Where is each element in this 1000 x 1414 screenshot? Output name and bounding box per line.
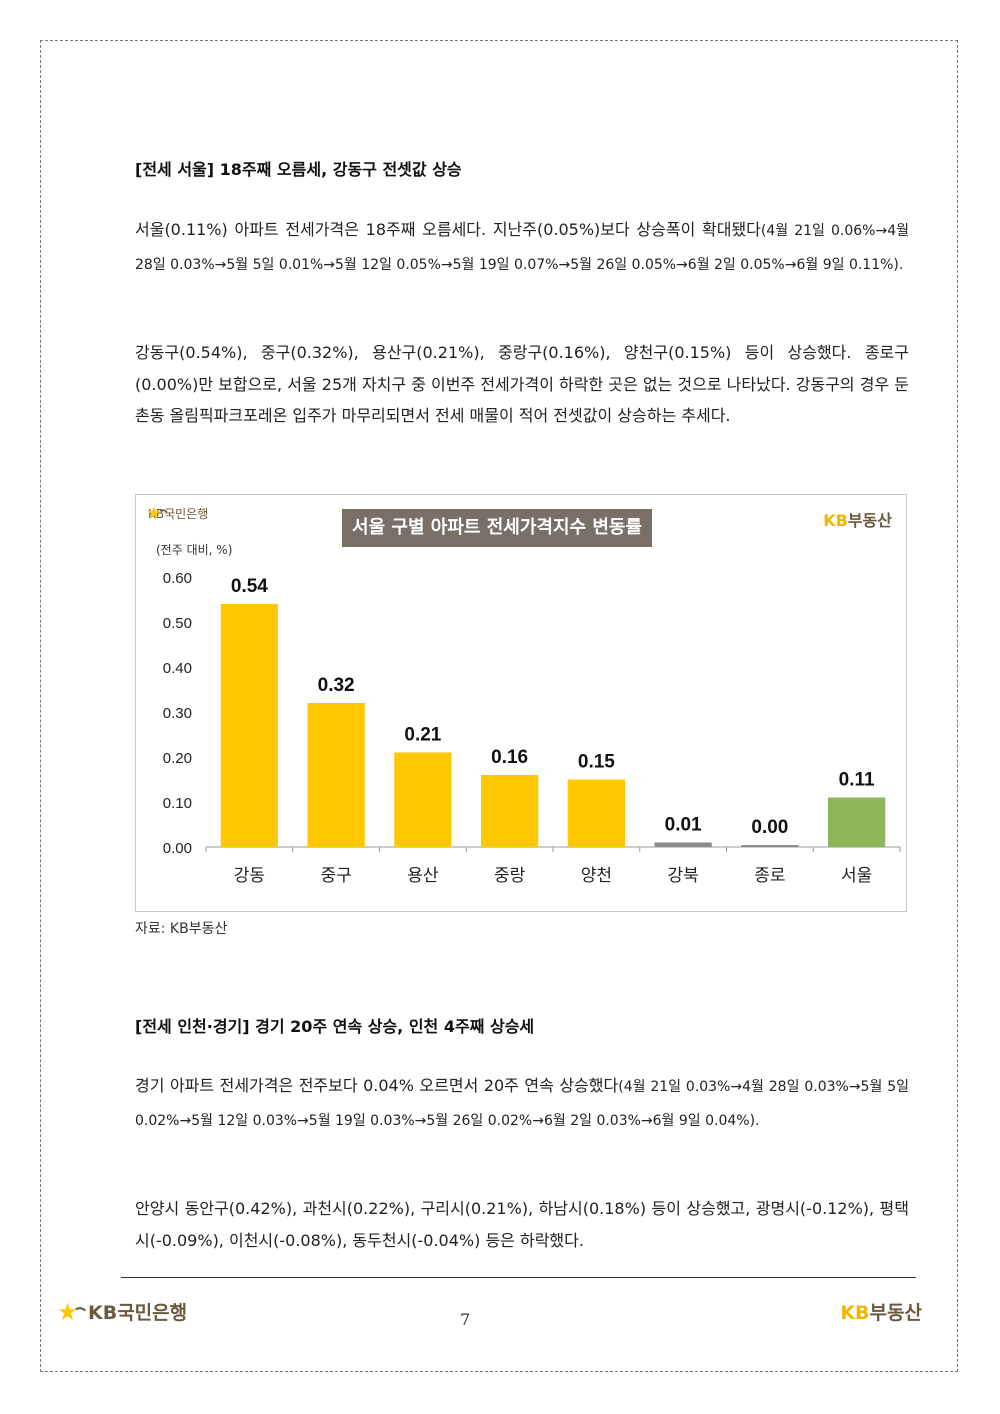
kb-realty-logo-kb: KB (823, 511, 848, 530)
x-tick-label: 중랑 (494, 866, 526, 886)
bar (654, 842, 712, 847)
footer-kb-realty-logo: KB부동산 (840, 1298, 922, 1325)
paragraph-main-text: 경기 아파트 전세가격은 전주보다 0.04% 오르면서 20주 연속 상승했다 (135, 1076, 619, 1095)
bar (827, 797, 886, 847)
kb-bank-logo: KB국민은행 (148, 505, 208, 522)
x-tick-label: 양천 (581, 866, 612, 886)
x-tick-label: 강북 (667, 866, 698, 886)
chart-title: 서울 구별 아파트 전세가격지수 변동률 (342, 509, 653, 547)
paragraph-seoul-districts: 강동구(0.54%), 중구(0.32%), 용산구(0.21%), 중랑구(0… (135, 343, 909, 425)
bar-value-label: 0.16 (491, 747, 528, 768)
y-tick-label: 0.40 (163, 660, 192, 677)
y-tick-label: 0.00 (163, 840, 192, 857)
bar-value-label: 0.01 (665, 815, 702, 836)
y-tick-label: 0.50 (163, 615, 192, 632)
section-heading-seoul: [전세 서울] 18주째 오름세, 강동구 전셋값 상승 (135, 160, 462, 179)
x-tick-label: 용산 (407, 866, 439, 886)
kb-realty-logo-kb: KB (840, 1302, 870, 1324)
bar-chart-svg: 0.00 0.10 0.20 0.30 0.40 0.50 0.60 0.54 강동 0.32 중구… (163, 570, 901, 886)
bar (307, 703, 365, 847)
bar (567, 779, 626, 847)
y-tick-label: 0.30 (163, 705, 192, 722)
x-tick-label: 중구 (320, 866, 351, 886)
kb-realty-logo-text: 부동산 (869, 1302, 922, 1324)
x-tick-label: 종로 (754, 866, 785, 886)
footer-kb-bank-logo-text: KB국민은행 (88, 1302, 188, 1324)
bar (741, 845, 799, 847)
bar (394, 752, 452, 847)
y-tick-label: 0.60 (163, 570, 192, 587)
kb-realty-logo-text: 부동산 (847, 511, 892, 530)
kb-realty-logo: KB부동산 (823, 507, 892, 531)
page-number: 7 (460, 1310, 471, 1329)
x-tick-label: 강동 (234, 866, 265, 886)
bar (220, 604, 279, 847)
page-frame (40, 40, 958, 1372)
chart-source: 자료: KB부동산 (135, 921, 228, 937)
paragraph-seoul-summary: 서울(0.11%) 아파트 전세가격은 18주째 오름세다. 지난주(0.05%… (135, 214, 909, 281)
y-tick-label: 0.10 (163, 795, 192, 812)
paragraph-gyeonggi-summary: 경기 아파트 전세가격은 전주보다 0.04% 오르면서 20주 연속 상승했다… (135, 1070, 909, 1137)
paragraph-detail-text: (4월 21일 0.06%→4월 28일 0.03%→5월 5일 0.01%→5… (135, 223, 909, 273)
y-axis-unit-label: (전주 대비, %) (156, 543, 233, 557)
bar-value-label: 0.32 (318, 675, 355, 696)
paragraph-gyeonggi-cities: 안양시 동안구(0.42%), 과천시(0.22%), 구리시(0.21%), … (135, 1199, 909, 1250)
paragraph-detail-text: (4월 21일 0.03%→4월 28일 0.03%→5월 5일 0.02%→5… (135, 1079, 909, 1129)
bar-value-label: 0.15 (578, 752, 615, 773)
section-heading-incheon-gyeonggi: [전세 인천·경기] 경기 20주 연속 상승, 인천 4주째 상승세 (135, 1017, 535, 1036)
footer-divider (121, 1277, 916, 1278)
bar-value-label: 0.11 (839, 770, 875, 791)
bar-value-label: 0.54 (231, 576, 268, 597)
kb-star-icon (58, 1301, 87, 1320)
kb-star-icon (148, 506, 168, 519)
paragraph-main-text: 서울(0.11%) 아파트 전세가격은 18주째 오름세다. 지난주(0.05%… (135, 220, 761, 239)
chart-container: KB국민은행 서울 구별 아파트 전세가격지수 변동률 KB부동산 (전주 대비… (135, 494, 907, 912)
bar-value-label: 0.00 (751, 817, 788, 838)
footer-kb-bank-logo: KB국민은행 (58, 1298, 187, 1325)
bar-value-label: 0.21 (404, 725, 441, 746)
x-tick-label: 서울 (841, 866, 872, 886)
bar (480, 775, 539, 847)
y-tick-label: 0.20 (163, 750, 192, 767)
